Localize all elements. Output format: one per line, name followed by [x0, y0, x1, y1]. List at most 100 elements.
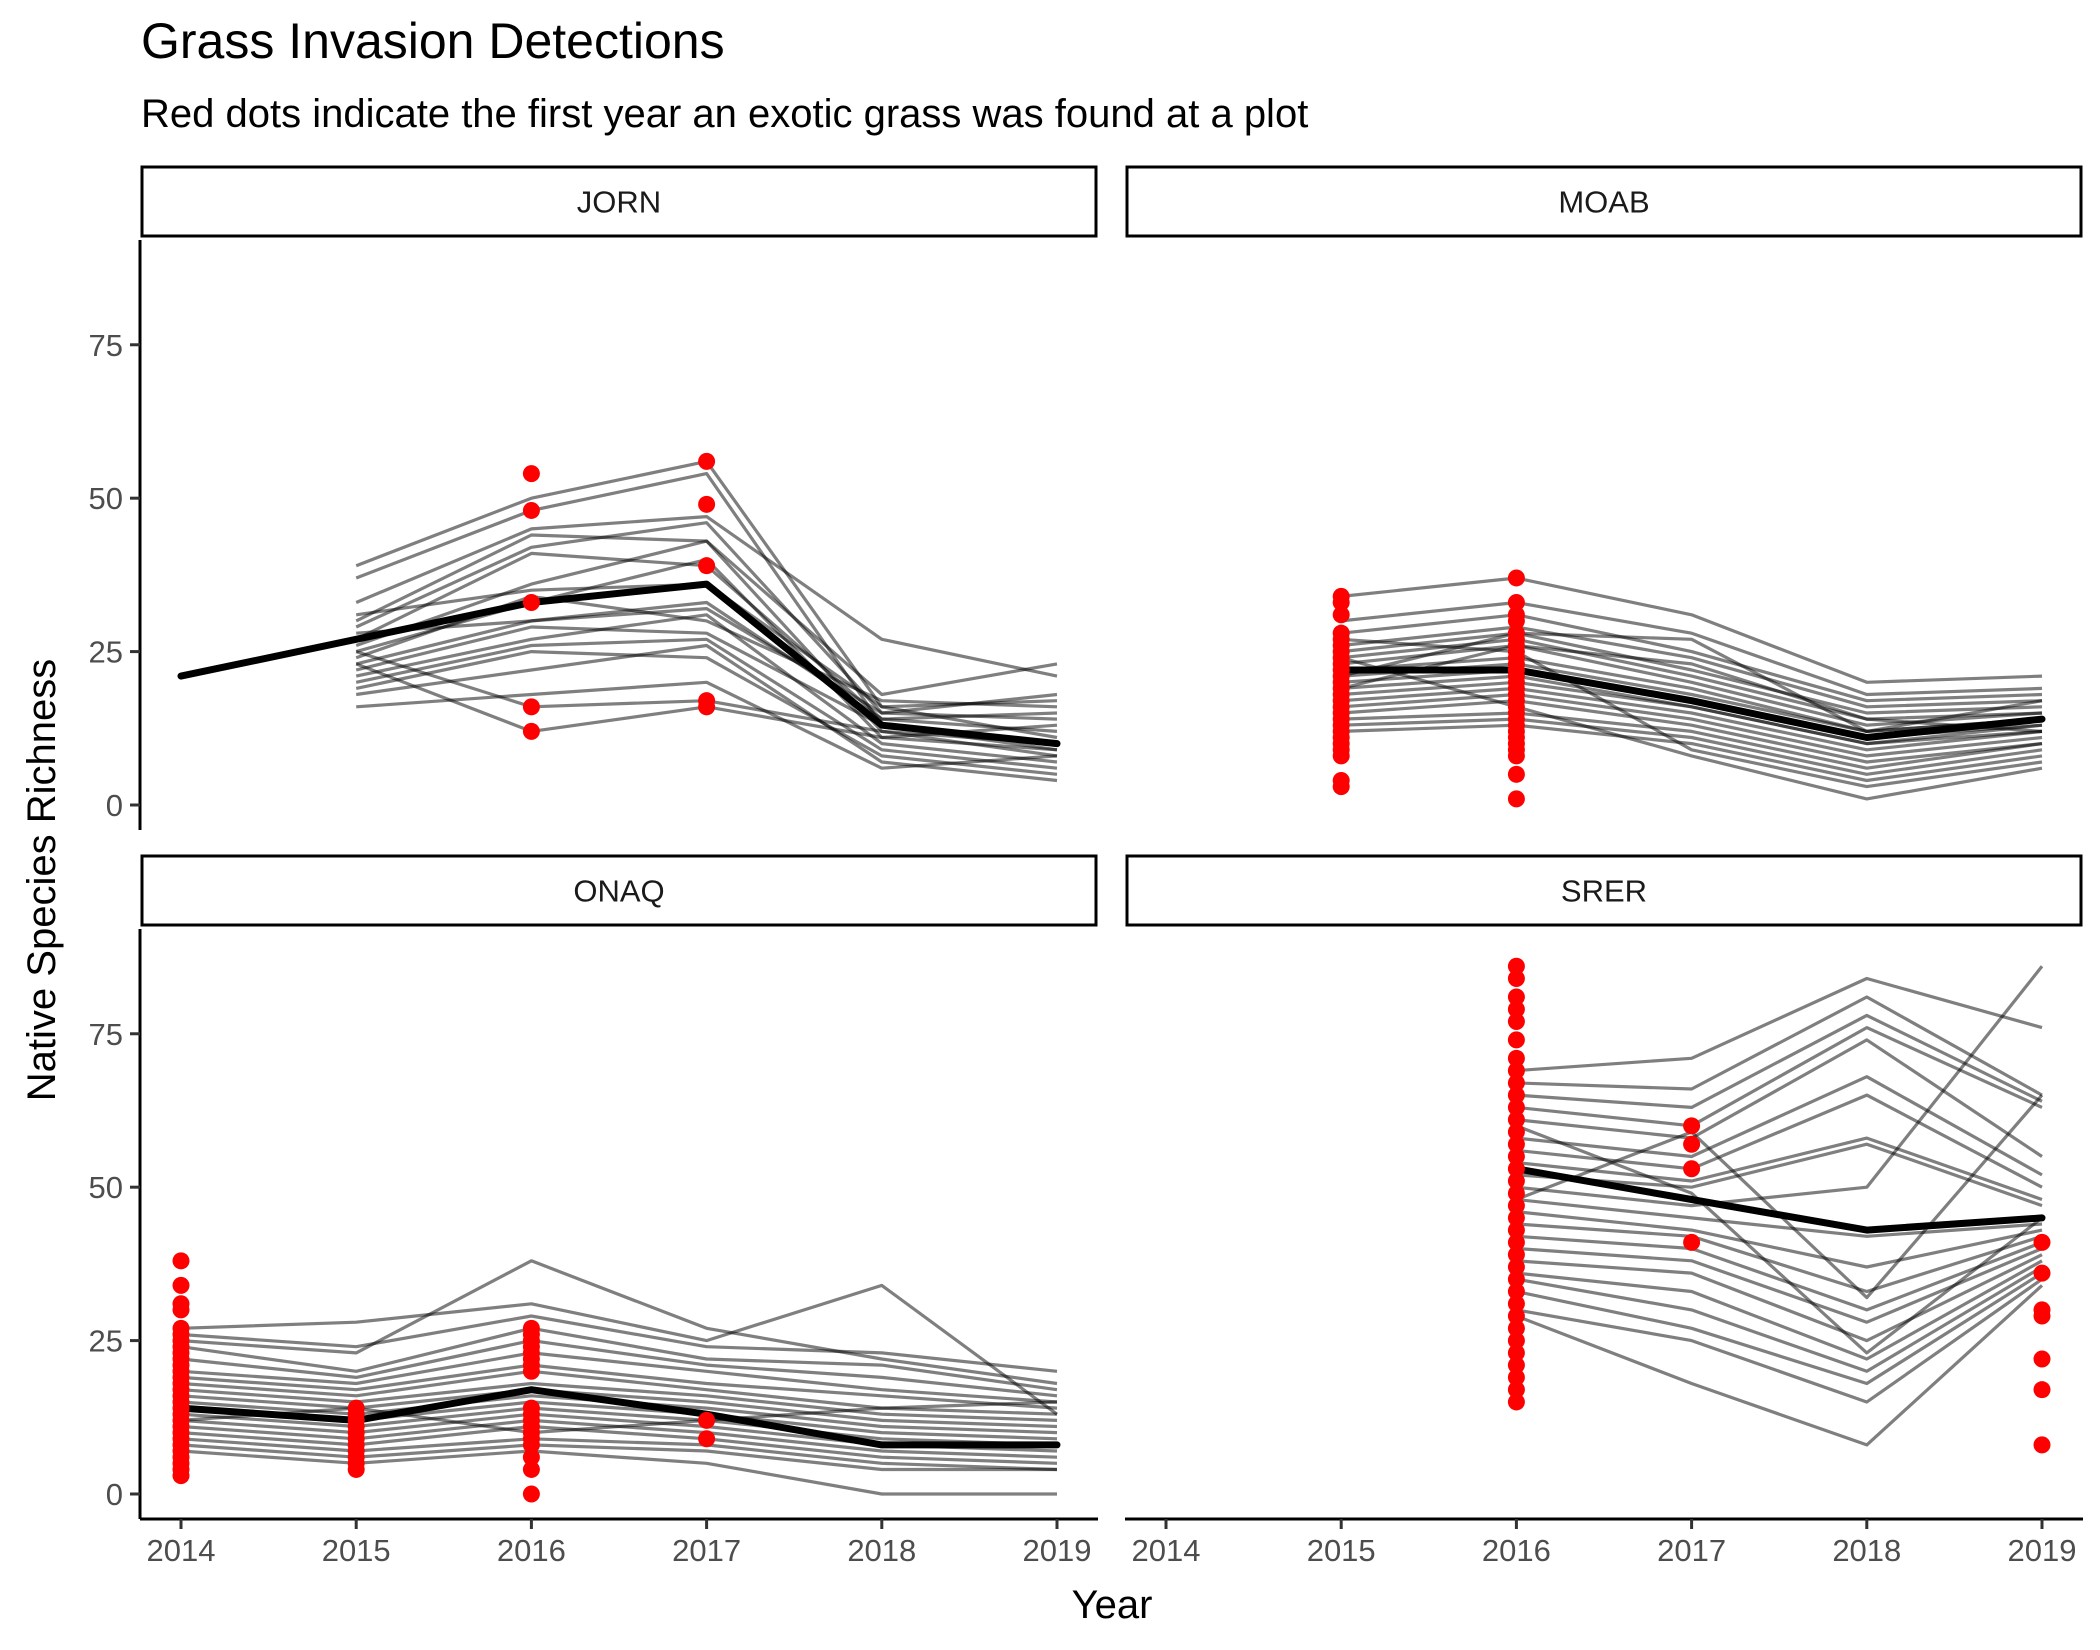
x-tick-label: 2019 [2008, 1533, 2077, 1568]
first-detection-point [698, 1430, 716, 1448]
x-tick-label: 2019 [1023, 1533, 1092, 1568]
first-detection-point [1507, 1233, 1525, 1251]
first-detection-point [172, 1276, 190, 1294]
first-detection-point [1507, 1086, 1525, 1104]
first-detection-point [1507, 957, 1525, 975]
first-detection-point [1683, 1233, 1701, 1251]
plot-line [180, 1326, 1058, 1392]
plot-line [1341, 613, 2043, 703]
plot-line [1516, 1234, 2043, 1312]
first-detection-point [1507, 988, 1525, 1006]
plot-line [1516, 995, 2043, 1097]
first-detection-point [2033, 1436, 2051, 1454]
first-detection-point [1507, 1332, 1525, 1350]
x-tick-label: 2015 [1307, 1533, 1376, 1568]
first-detection-point [1507, 1184, 1525, 1202]
plot-line [355, 515, 1058, 678]
x-tick-label: 2015 [322, 1533, 391, 1568]
first-detection-point [1507, 1135, 1525, 1153]
first-detection-point [1507, 1221, 1525, 1239]
first-detection-point [1507, 1209, 1525, 1227]
plot-line [1341, 637, 2043, 721]
first-detection-point [1507, 1013, 1525, 1030]
panel-moab: MOAB [1125, 165, 2083, 808]
first-detection-point [1507, 1344, 1525, 1362]
facet-strip [140, 165, 1098, 238]
plot-line [356, 680, 1058, 770]
first-detection-point [522, 1485, 540, 1503]
x-axis-title: Year [1072, 1583, 1153, 1627]
first-detection-point [1507, 569, 1525, 587]
x-tick-label: 2018 [847, 1533, 916, 1568]
first-detection-point [1507, 1246, 1525, 1264]
plot-line [1515, 1284, 2044, 1447]
first-detection-point [1507, 1197, 1525, 1215]
first-detection-point [1507, 970, 1525, 988]
plot-line [355, 521, 1058, 715]
first-detection-point [172, 1301, 190, 1319]
first-detection-point [2033, 1350, 2051, 1368]
y-tick-label: 75 [89, 1017, 123, 1052]
y-tick-label: 0 [106, 1477, 123, 1512]
plot-line [355, 607, 1058, 721]
first-detection-point [1507, 1000, 1525, 1018]
facet-label-jorn: JORN [577, 185, 661, 220]
mean-line [1512, 1165, 2046, 1234]
plot-line [1516, 1253, 2043, 1343]
plot-line [355, 643, 1058, 783]
plot-line [1341, 723, 2043, 783]
plot-line [1340, 643, 2043, 733]
plot-line [1516, 976, 2043, 1073]
facet-strip [140, 854, 1098, 927]
facet-strip [1125, 854, 2083, 927]
first-detection-point [1507, 1319, 1525, 1337]
first-detection-point [1683, 1135, 1701, 1153]
x-tick-label: 2017 [1657, 1533, 1726, 1568]
y-axis-title: Native Species Richness [20, 659, 64, 1101]
plot-line [180, 1443, 1057, 1472]
first-detection-point [1507, 594, 1525, 611]
first-detection-point [1507, 1368, 1525, 1386]
first-detection-point [698, 495, 716, 513]
plot-line [1341, 631, 2043, 715]
y-tick-label: 50 [89, 481, 123, 516]
x-tick-label: 2014 [1132, 1533, 1201, 1568]
plot-line [1516, 1277, 2043, 1404]
first-detection-point [1332, 594, 1350, 611]
first-detection-point [1507, 1283, 1525, 1300]
first-detection-point [1507, 1098, 1525, 1116]
first-detection-point [1507, 1258, 1525, 1276]
plot-line [1516, 1075, 2043, 1177]
plot-line [180, 1400, 1058, 1435]
first-detection-point [2033, 1307, 2051, 1325]
first-detection-point [1683, 1160, 1701, 1178]
first-detection-point [522, 1448, 540, 1466]
first-detection-point [1507, 765, 1525, 783]
first-detection-point [2033, 1264, 2051, 1282]
plot-line [180, 1363, 1058, 1410]
first-detection-point [1332, 747, 1350, 765]
first-detection-point [522, 698, 540, 716]
plot-line [1515, 1124, 2043, 1355]
plot-line [1516, 1026, 2043, 1128]
y-tick-label: 25 [89, 1324, 123, 1359]
plot-line [1516, 1197, 2043, 1238]
plot-line [180, 1283, 1058, 1416]
first-detection-point [2033, 1381, 2051, 1399]
first-detection-point [2033, 1233, 2051, 1251]
plot-line [180, 1449, 1057, 1496]
first-detection-point [1332, 606, 1350, 624]
plot-line [180, 1259, 1058, 1386]
first-detection-point [347, 1460, 365, 1478]
plot-line [1516, 1271, 2043, 1386]
plot-line [1516, 965, 2044, 1208]
first-detection-point [522, 501, 540, 519]
facet-strip [1125, 165, 2083, 238]
y-tick-label: 50 [89, 1170, 123, 1205]
first-detection-point [1683, 1117, 1701, 1135]
x-tick-label: 2016 [497, 1533, 566, 1568]
plot-line [1516, 1038, 2043, 1158]
y-tick-label: 25 [89, 635, 123, 670]
first-detection-point [1507, 612, 1525, 630]
